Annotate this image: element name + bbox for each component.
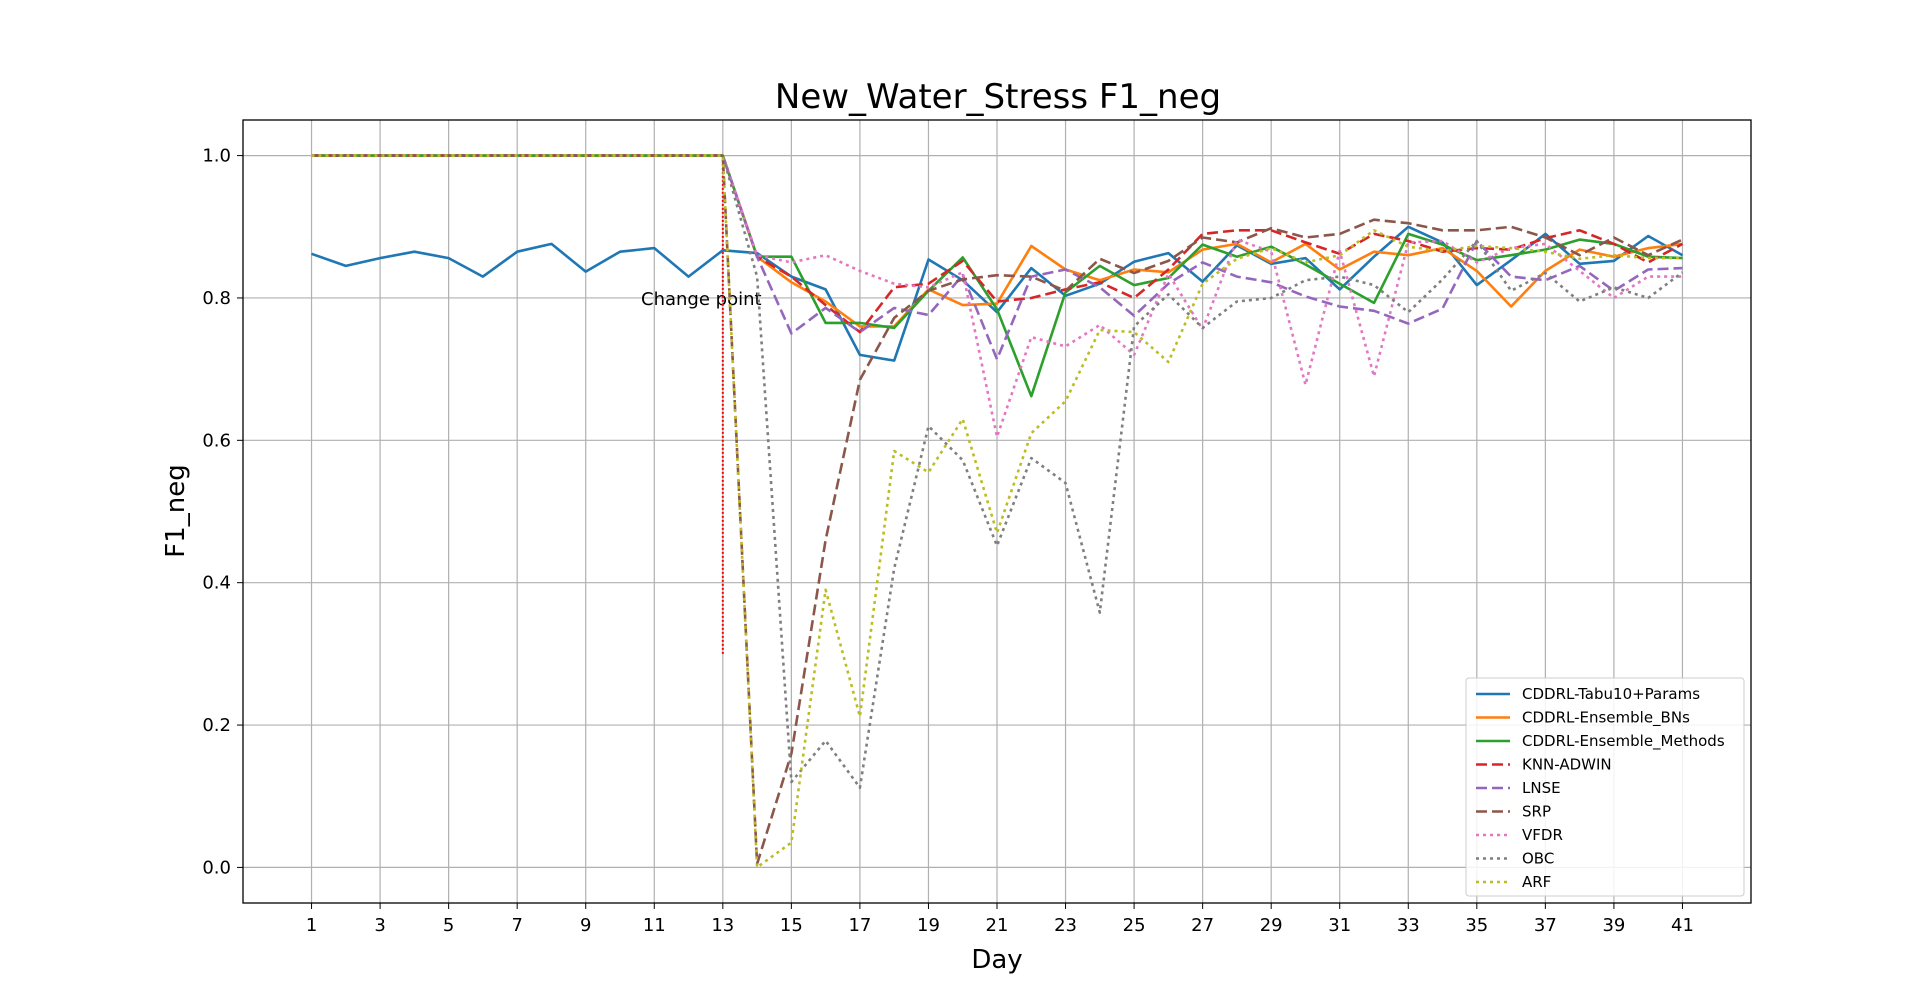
- x-tick-label: 29: [1260, 915, 1283, 936]
- x-tick-label: 33: [1397, 915, 1420, 936]
- series-line-arf: [311, 154, 1683, 869]
- x-tick-label: 7: [511, 915, 522, 936]
- legend: CDDRL-Tabu10+Params CDDRL-Ensemble_BNs CDD…: [1465, 677, 1745, 897]
- series-line-obc: [311, 154, 1684, 790]
- legend-label: CDDRL-Tabu10+Params: [1522, 685, 1700, 703]
- series-line-srp: [311, 154, 1684, 866]
- y-tick-label: 1.0: [202, 146, 231, 167]
- x-tick-label: 21: [986, 915, 1009, 936]
- y-axis-ticks: 0.0 0.2 0.4 0.6 0.8 1.0: [202, 146, 243, 878]
- x-tick-label: 11: [643, 915, 666, 936]
- x-tick-label: 9: [580, 915, 591, 936]
- x-axis-title: Day: [971, 945, 1022, 975]
- y-tick-label: 0.6: [202, 430, 231, 451]
- legend-label: VFDR: [1522, 826, 1563, 844]
- legend-label: OBC: [1522, 850, 1554, 868]
- y-tick-label: 0.4: [202, 573, 231, 594]
- x-tick-label: 27: [1191, 915, 1214, 936]
- x-tick-label: 41: [1671, 915, 1694, 936]
- x-tick-label: 39: [1602, 915, 1625, 936]
- y-tick-label: 0.8: [202, 288, 231, 309]
- x-tick-label: 5: [443, 915, 454, 936]
- legend-box: [1465, 677, 1745, 897]
- chart-title: New_Water_Stress F1_neg: [775, 77, 1221, 117]
- change-point-label: Change point: [641, 289, 762, 310]
- legend-label: LNSE: [1522, 779, 1561, 797]
- x-tick-label: 25: [1123, 915, 1146, 936]
- legend-label: ARF: [1522, 873, 1551, 891]
- x-tick-label: 1: [306, 915, 317, 936]
- change-point-annotation: Change point: [641, 155, 762, 654]
- y-axis-title: F1_neg: [161, 464, 191, 557]
- x-tick-label: 19: [917, 915, 940, 936]
- x-tick-label: 17: [848, 915, 871, 936]
- x-tick-label: 15: [780, 915, 803, 936]
- x-tick-label: 37: [1534, 915, 1557, 936]
- legend-label: SRP: [1522, 803, 1551, 821]
- y-tick-label: 0.0: [202, 857, 231, 878]
- x-axis-ticks: 1 3 5 7 9 11 13 15 17 19 21 23 25 27 29 31 33 35 37 39 41: [306, 903, 1694, 936]
- legend-label: CDDRL-Ensemble_BNs: [1522, 709, 1690, 728]
- legend-label: KNN-ADWIN: [1522, 756, 1612, 774]
- x-tick-label: 23: [1054, 915, 1077, 936]
- legend-label: CDDRL-Ensemble_Methods: [1522, 732, 1725, 751]
- x-tick-label: 35: [1465, 915, 1488, 936]
- series-lines: [311, 154, 1684, 869]
- x-tick-label: 31: [1328, 915, 1351, 936]
- x-tick-label: 3: [374, 915, 385, 936]
- x-tick-label: 13: [711, 915, 734, 936]
- y-tick-label: 0.2: [202, 715, 231, 736]
- legend-entries: CDDRL-Tabu10+Params CDDRL-Ensemble_BNs CDD…: [1476, 685, 1725, 891]
